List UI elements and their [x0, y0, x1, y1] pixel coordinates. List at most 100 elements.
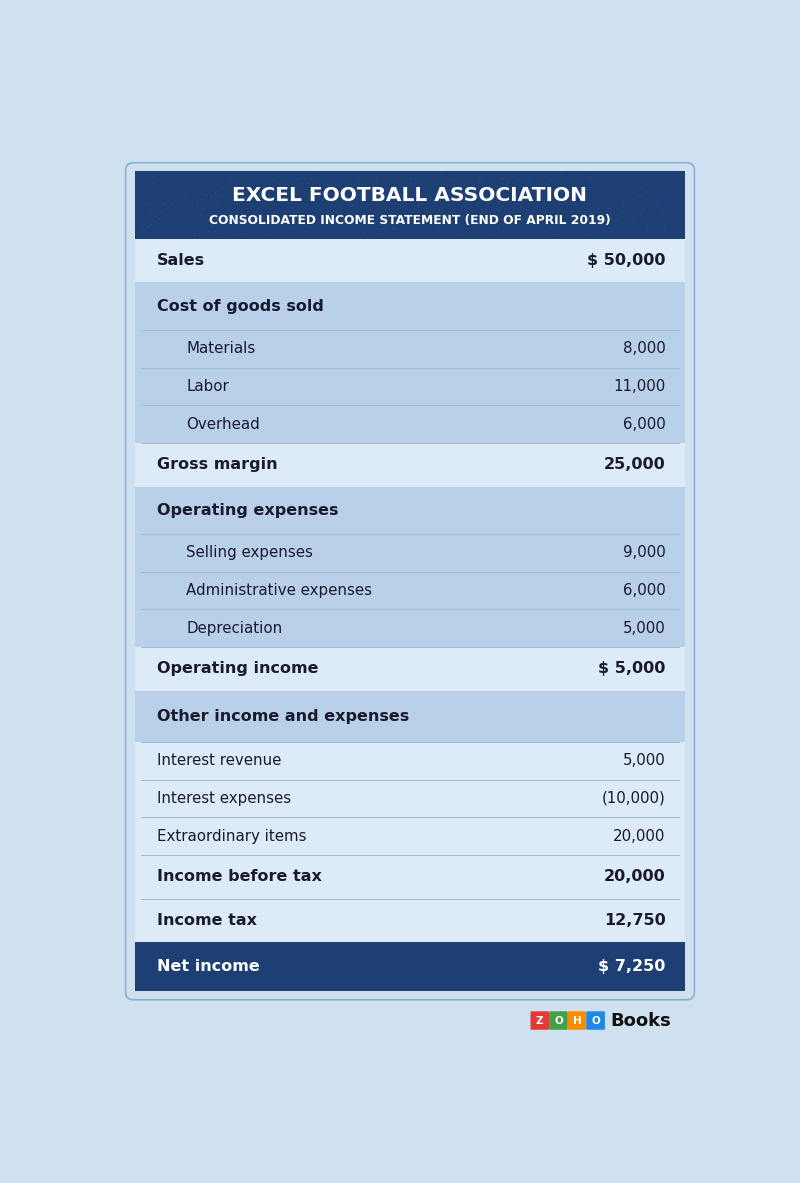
Point — [603, 199, 616, 218]
Point — [368, 200, 381, 219]
Point — [374, 190, 387, 209]
Point — [140, 194, 153, 213]
Point — [190, 207, 202, 226]
Point — [258, 174, 271, 193]
Point — [670, 188, 683, 207]
Point — [199, 186, 212, 205]
Point — [550, 187, 562, 206]
Point — [159, 216, 172, 235]
Point — [546, 203, 558, 222]
Point — [598, 193, 611, 212]
Point — [387, 219, 400, 238]
Point — [312, 166, 325, 185]
Point — [149, 206, 162, 225]
Bar — [135, 855, 685, 899]
Point — [335, 180, 348, 199]
Point — [335, 206, 348, 225]
Point — [198, 196, 211, 215]
Point — [521, 206, 534, 225]
Point — [309, 183, 322, 202]
Point — [400, 176, 413, 195]
Point — [346, 195, 358, 214]
Point — [366, 214, 379, 233]
Point — [451, 176, 464, 195]
Point — [360, 182, 373, 201]
Text: Operating income: Operating income — [157, 661, 318, 677]
Point — [558, 181, 570, 200]
Point — [606, 188, 619, 207]
Point — [581, 225, 594, 244]
Point — [502, 190, 515, 209]
Point — [190, 192, 203, 211]
Point — [522, 179, 535, 198]
Point — [225, 169, 238, 188]
Point — [658, 220, 671, 239]
Point — [490, 199, 503, 218]
Bar — [135, 609, 685, 647]
Point — [210, 187, 223, 206]
Point — [607, 174, 620, 193]
Point — [287, 179, 300, 198]
Point — [285, 166, 298, 185]
Point — [635, 201, 648, 220]
Point — [417, 215, 430, 234]
Point — [194, 189, 207, 208]
Point — [442, 169, 455, 188]
Point — [335, 198, 348, 216]
Point — [512, 176, 525, 195]
Point — [448, 174, 461, 193]
Point — [557, 180, 570, 199]
Point — [664, 183, 677, 202]
Bar — [135, 780, 685, 817]
Point — [382, 179, 394, 198]
Point — [406, 190, 419, 209]
Point — [239, 205, 252, 224]
Point — [556, 194, 569, 213]
Bar — [135, 486, 685, 534]
Point — [274, 192, 287, 211]
Point — [325, 196, 338, 215]
Point — [455, 196, 468, 215]
Point — [658, 214, 670, 233]
Point — [398, 203, 410, 222]
Point — [386, 194, 398, 213]
Text: Operating expenses: Operating expenses — [157, 503, 338, 518]
Point — [414, 190, 426, 209]
Point — [242, 186, 255, 205]
Text: Sales: Sales — [157, 253, 205, 269]
Point — [191, 221, 204, 240]
Bar — [135, 406, 685, 444]
Text: Materials: Materials — [186, 341, 255, 356]
Point — [383, 167, 396, 186]
Point — [216, 224, 229, 243]
Point — [616, 187, 629, 206]
Point — [595, 205, 608, 224]
Point — [220, 220, 233, 239]
Point — [446, 170, 459, 189]
Point — [146, 167, 158, 186]
Point — [356, 222, 369, 241]
Text: Overhead: Overhead — [186, 416, 260, 432]
Point — [434, 203, 447, 222]
Bar — [135, 368, 685, 406]
Point — [296, 226, 309, 245]
Point — [634, 205, 647, 224]
Point — [650, 189, 663, 208]
Bar — [135, 330, 685, 368]
Point — [496, 168, 509, 187]
Point — [228, 226, 241, 245]
Point — [485, 225, 498, 244]
Point — [142, 216, 155, 235]
Point — [157, 208, 170, 227]
Point — [502, 174, 514, 193]
Point — [559, 192, 572, 211]
Point — [259, 207, 272, 226]
Point — [630, 218, 642, 237]
Point — [453, 179, 466, 198]
Point — [195, 203, 208, 222]
Point — [235, 188, 248, 207]
Text: 8,000: 8,000 — [623, 341, 666, 356]
Point — [334, 183, 346, 202]
Point — [493, 192, 506, 211]
Point — [329, 175, 342, 194]
